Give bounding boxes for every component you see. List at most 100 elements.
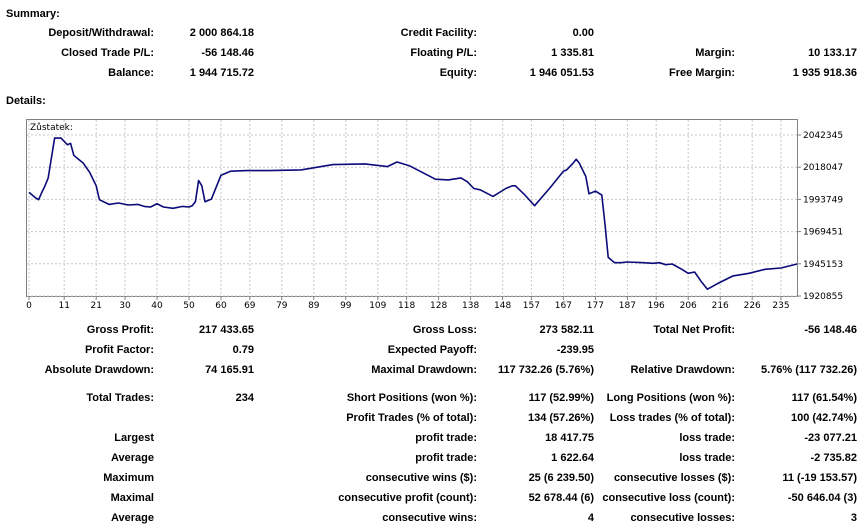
details-value-absolute-drawdown: 74 165.91 [205,364,254,376]
details-value-consecutive-losses: 3 [850,512,857,524]
details-value-consecutive-losses: 11 (-19 153.57) [782,472,857,484]
details-label-loss-trade: loss trade: [679,452,735,464]
details-label-total-trades: Total Trades: [86,392,154,404]
details-value-total-trades: 234 [235,392,254,404]
x-tick-label: 177 [587,301,604,311]
details-label-maximum: Maximum [103,472,154,484]
details-value-consecutive-loss-count: -50 646.04 (3) [787,492,857,504]
details-value-consecutive-profit-count: 52 678.44 (6) [528,492,594,504]
summary-header: Summary: [6,8,60,20]
balance-line [28,137,798,290]
x-tick-label: 187 [619,301,636,311]
x-tick-label: 128 [430,301,447,311]
x-tick-label: 216 [712,301,729,311]
summary-value-balance: 1 944 715.72 [189,67,254,79]
details-value-gross-loss: 273 582.11 [539,324,594,336]
details-value-gross-profit: 217 433.65 [198,324,254,336]
details-value-profit-factor: 0.79 [232,344,254,356]
x-tick-label: 69 [244,301,256,311]
balance-chart-svg: 2042345 2018047 1993749 1969451 1945153 19208… [26,120,843,311]
details-value-loss-trade: -2 735.82 [810,452,857,464]
x-tick-label: 157 [523,301,540,311]
summary-label-margin: Margin: [695,47,735,59]
chart-title: Zůstatek: [30,122,73,133]
details-value-consecutive-wins: 4 [587,512,594,524]
details-label-profit-trades-of-total: Profit Trades (% of total): [346,412,477,424]
x-tick-label: 11 [58,301,69,311]
details-label-consecutive-losses: consecutive losses: [630,512,735,524]
details-label-total-net-profit: Total Net Profit: [653,324,735,336]
x-tick-label: 50 [183,301,195,311]
summary-label-free-margin: Free Margin: [668,67,735,79]
summary-value-deposit-withdrawal: 2 000 864.18 [189,27,254,39]
x-tick-label: 109 [369,301,386,311]
details-label-relative-drawdown: Relative Drawdown: [630,364,735,376]
details-value-profit-trade: 18 417.75 [545,432,594,444]
summary-label-closed-trade-p-l: Closed Trade P/L: [61,47,154,59]
x-tick-label: 99 [340,301,352,311]
summary-label-deposit-withdrawal: Deposit/Withdrawal: [48,27,154,39]
details-value-loss-trade: -23 077.21 [804,432,857,444]
summary-value-closed-trade-p-l: -56 148.46 [201,47,254,59]
details-value-total-net-profit: -56 148.46 [804,324,857,336]
summary-label-credit-facility: Credit Facility: [400,27,477,39]
summary-label-balance: Balance: [108,67,154,79]
details-label-consecutive-profit-count: consecutive profit (count): [338,492,477,504]
summary-value-equity: 1 946 051.53 [529,67,594,79]
x-tick-label: 79 [276,301,288,311]
details-label-gross-loss: Gross Loss: [412,324,477,336]
details-label-absolute-drawdown: Absolute Drawdown: [44,364,154,376]
summary-label-equity: Equity: [439,67,477,79]
x-tick-label: 148 [494,301,511,311]
balance-chart: 2042345 2018047 1993749 1969451 1945153 19208… [26,119,843,311]
details-label-consecutive-wins: consecutive wins ($): [365,472,477,484]
details-label-maximal: Maximal [110,492,154,504]
details-label-profit-factor: Profit Factor: [84,344,154,356]
x-tick-label: 21 [90,301,101,311]
x-tick-label: 118 [398,301,415,311]
x-tick-label: 226 [744,301,761,311]
details-value-expected-payoff: -239.95 [556,344,594,356]
details-label-profit-trade: profit trade: [415,432,477,444]
details-value-profit-trades-of-total: 134 (57.26%) [527,412,594,424]
details-label-short-positions-won: Short Positions (won %): [346,392,477,404]
x-tick-label: 60 [215,301,227,311]
x-tick-label: 0 [26,301,32,311]
x-tick-label: 138 [462,301,479,311]
details-label-consecutive-wins: consecutive wins: [382,512,477,524]
y-tick-label: 1945153 [803,260,843,270]
x-tick-label: 40 [151,301,163,311]
details-label-average: Average [110,452,154,464]
summary-value-margin: 10 133.17 [808,47,857,59]
details-value-short-positions-won: 117 (52.99%) [528,392,594,404]
y-tick-label: 1969451 [803,228,843,238]
details-label-maximal-drawdown: Maximal Drawdown: [371,364,477,376]
details-label-consecutive-loss-count: consecutive loss (count): [602,492,735,504]
details-label-consecutive-losses: consecutive losses ($): [613,472,735,484]
x-tick-label: 235 [772,301,789,311]
summary-value-floating-p-l: 1 335.81 [551,47,594,59]
y-tick-label: 2018047 [803,163,843,173]
x-tick-label: 167 [555,301,572,311]
details-label-loss-trade: loss trade: [679,432,735,444]
x-tick-label: 196 [648,301,665,311]
details-label-long-positions-won: Long Positions (won %): [606,392,735,404]
summary-value-free-margin: 1 935 918.36 [792,67,857,79]
details-label-expected-payoff: Expected Payoff: [387,344,477,356]
y-tick-label: 1993749 [803,195,843,205]
details-label-largest: Largest [114,432,154,444]
details-value-consecutive-wins: 25 (6 239.50) [528,472,594,484]
summary-label-floating-p-l: Floating P/L: [410,47,477,59]
x-tick-label: 206 [680,301,697,311]
y-tick-label: 2042345 [803,131,843,141]
details-header: Details: [6,95,46,107]
details-value-profit-trade: 1 622.64 [551,452,594,464]
x-tick-label: 30 [119,301,131,311]
x-tick-label: 89 [308,301,320,311]
details-value-relative-drawdown: 5.76% (117 732.26) [760,364,857,376]
details-label-average: Average [110,512,154,524]
details-value-maximal-drawdown: 117 732.26 (5.76%) [497,364,594,376]
details-label-profit-trade: profit trade: [415,452,477,464]
details-value-loss-trades-of-total: 100 (42.74%) [790,412,857,424]
summary-value-credit-facility: 0.00 [572,27,594,39]
